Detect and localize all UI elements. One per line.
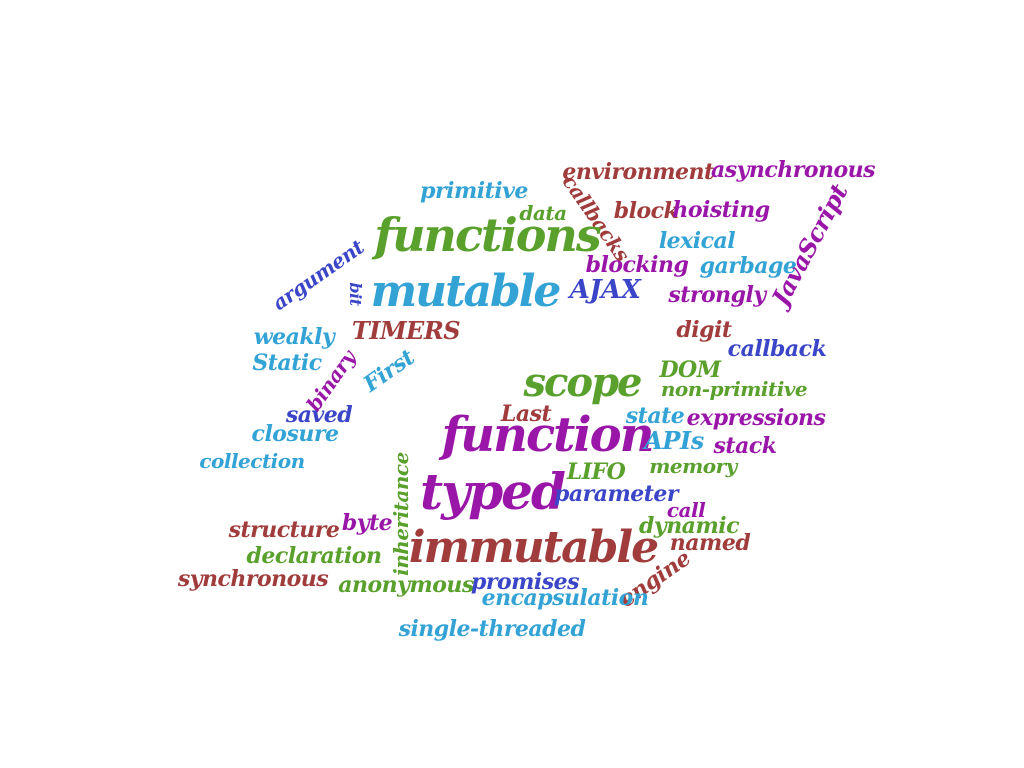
word-apis: APIs bbox=[644, 426, 704, 455]
word-stack: stack bbox=[713, 433, 777, 459]
word-parameter: parameter bbox=[553, 481, 679, 507]
word-data: data bbox=[519, 201, 567, 225]
word-immutable: immutable bbox=[408, 522, 659, 573]
word-digit: digit bbox=[676, 317, 732, 343]
word-non-primitive: non-primitive bbox=[660, 377, 808, 401]
word-function: function bbox=[441, 407, 655, 463]
word-scope: scope bbox=[523, 359, 643, 406]
word-primitive: primitive bbox=[420, 178, 528, 204]
word-lexical: lexical bbox=[658, 228, 736, 254]
word-static: Static bbox=[252, 350, 322, 376]
word-expressions: expressions bbox=[686, 405, 826, 431]
word-blocking: blocking bbox=[585, 252, 689, 278]
word-structure: structure bbox=[228, 517, 340, 543]
word-saved: saved bbox=[285, 402, 353, 428]
word-last: Last bbox=[500, 401, 552, 427]
word-timers: TIMERS bbox=[351, 316, 461, 345]
word-javascript: JavaScript bbox=[765, 179, 854, 311]
word-collection: collection bbox=[199, 449, 305, 473]
word-anonymous: anonymous bbox=[338, 572, 474, 598]
word-closure: closure bbox=[251, 421, 339, 447]
word-byte: byte bbox=[341, 510, 393, 536]
word-dom: DOM bbox=[659, 357, 721, 383]
word-ajax: AJAX bbox=[569, 275, 641, 305]
word-encapsulation: encapsulation bbox=[481, 585, 649, 611]
word-asynchronous: asynchronous bbox=[710, 157, 876, 183]
word-single-threaded: single-threaded bbox=[398, 616, 586, 642]
word-named: named bbox=[669, 530, 751, 556]
word-typed: typed bbox=[420, 462, 566, 521]
word-promises: promises bbox=[470, 569, 580, 595]
word-environment: environment bbox=[562, 159, 714, 185]
word-declaration: declaration bbox=[246, 543, 382, 569]
word-lifo: LIFO bbox=[566, 459, 626, 485]
word-functions: functions bbox=[374, 208, 601, 262]
word-strongly: strongly bbox=[668, 282, 766, 308]
word-callback: callback bbox=[727, 336, 827, 362]
word-memory: memory bbox=[649, 454, 737, 478]
word-mutable: mutable bbox=[370, 266, 562, 317]
word-block: block bbox=[613, 198, 679, 224]
word-weakly: weakly bbox=[253, 324, 335, 350]
word-synchronous: synchronous bbox=[177, 566, 329, 592]
word-garbage: garbage bbox=[699, 253, 797, 279]
word-call: call bbox=[666, 498, 706, 522]
word-first: First bbox=[358, 344, 420, 398]
word-hoisting: hoisting bbox=[672, 197, 770, 223]
word-bit: bit bbox=[346, 282, 365, 306]
word-dynamic: dynamic bbox=[639, 513, 739, 539]
word-state: state bbox=[625, 403, 685, 429]
